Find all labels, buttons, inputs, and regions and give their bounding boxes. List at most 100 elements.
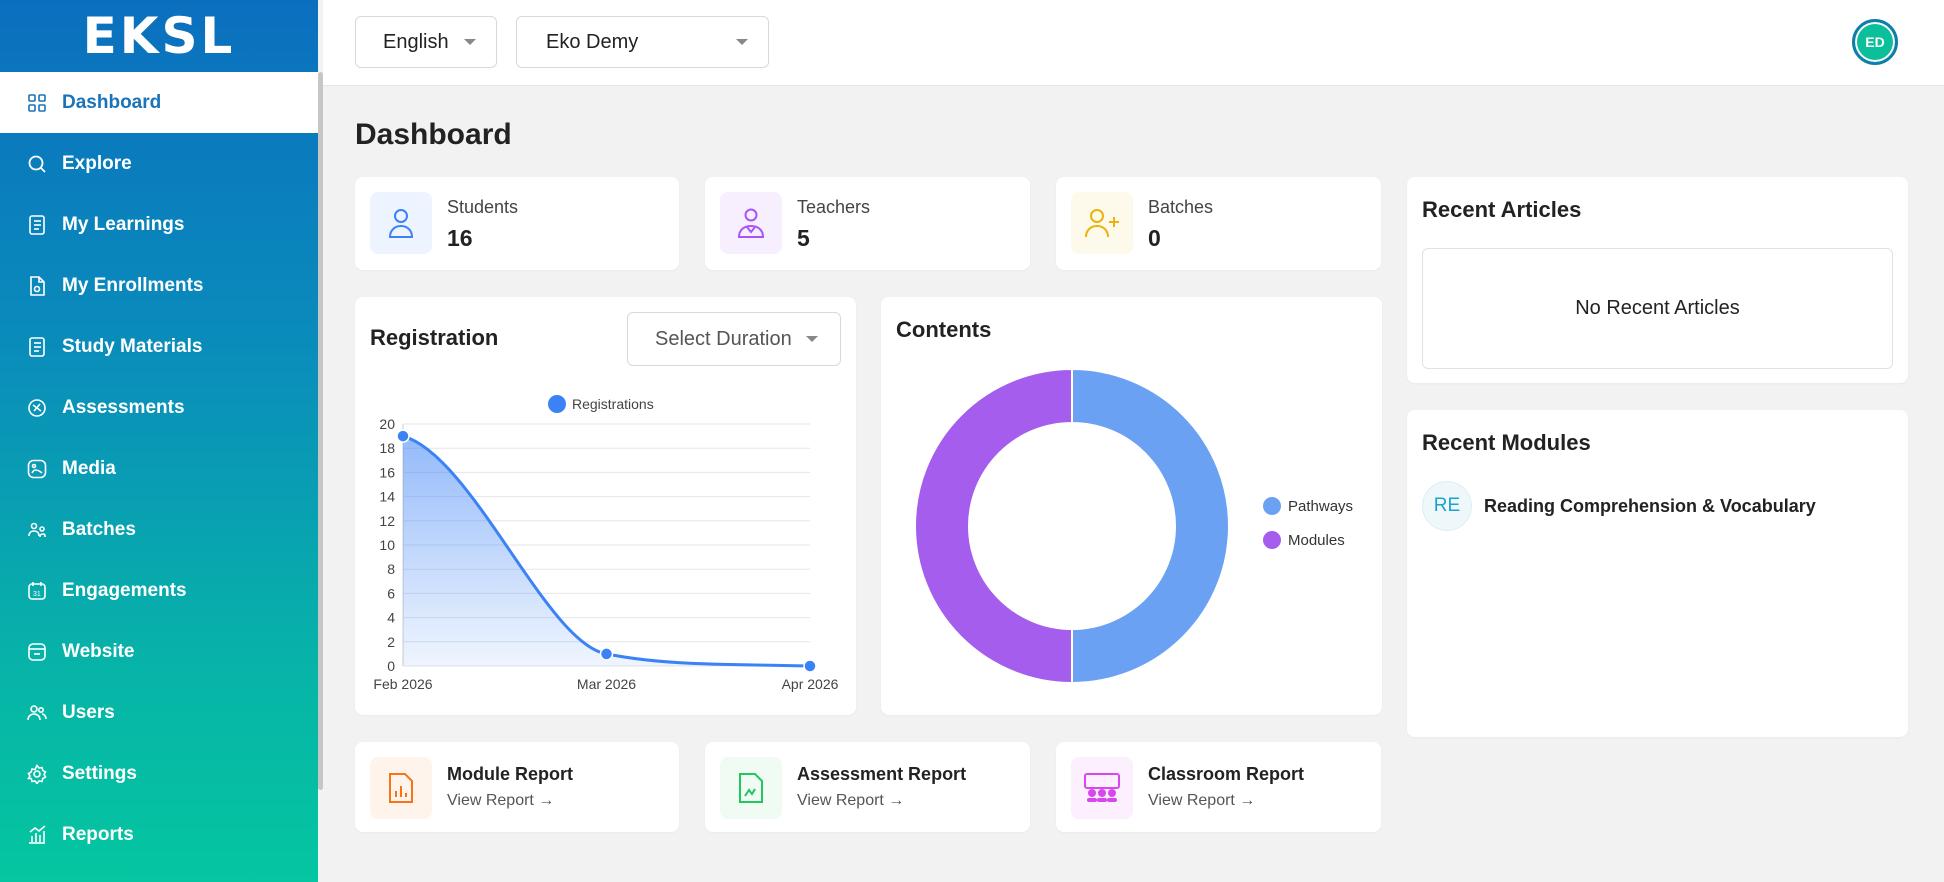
sidebar-item-dashboard[interactable]: Dashboard	[0, 72, 320, 133]
stat-value: 0	[1148, 225, 1161, 251]
book-icon	[26, 336, 48, 358]
report-title: Classroom Report	[1148, 764, 1305, 784]
sidebar-item-explore[interactable]: Explore	[0, 133, 318, 194]
brand-logo[interactable]: EKSL	[82, 7, 236, 65]
area-fill	[403, 436, 810, 666]
sidebar-item-website[interactable]: Website	[0, 621, 318, 682]
search-icon	[26, 153, 48, 175]
recent-modules-title: Recent Modules	[1422, 430, 1591, 455]
assessment-icon	[26, 397, 48, 419]
assessment-report-card[interactable]: Assessment Report View Report →	[705, 742, 1030, 832]
classroom-icon	[1071, 757, 1133, 819]
stat-label: Teachers	[797, 197, 871, 217]
legend-item-modules[interactable]: Modules	[1263, 531, 1345, 549]
sidebar-item-assessments[interactable]: Assessments	[0, 377, 318, 438]
user-icon	[370, 192, 432, 254]
sidebar-scrollbar[interactable]	[318, 72, 323, 790]
y-tick-label: 10	[379, 537, 395, 553]
contents-title: Contents	[896, 317, 992, 342]
y-tick-label: 4	[387, 610, 395, 626]
sidebar-nav: Dashboard Explore My Learnings My Enroll…	[0, 72, 320, 865]
language-select[interactable]: English	[355, 16, 497, 68]
gear-icon	[26, 763, 48, 785]
report-title: Module Report	[447, 764, 573, 784]
legend-label: Pathways	[1288, 497, 1354, 515]
y-tick-label: 6	[387, 585, 395, 601]
donut-slice-pathways[interactable]	[1071, 367, 1230, 685]
series-line-registrations	[402, 434, 811, 668]
stat-value: 16	[447, 225, 473, 251]
file-chart-icon	[720, 757, 782, 819]
legend-item-pathways[interactable]: Pathways	[1263, 497, 1353, 515]
batch-icon	[26, 519, 48, 541]
calendar-icon: 31	[26, 580, 48, 602]
sidebar-item-my-enrollments[interactable]: My Enrollments	[0, 255, 318, 316]
donut-slice-modules[interactable]	[914, 367, 1073, 685]
y-tick-label: 20	[379, 416, 395, 432]
document-icon	[26, 275, 48, 297]
sidebar-item-media[interactable]: Media	[0, 438, 318, 499]
view-report-link[interactable]: View Report →	[447, 792, 555, 809]
sidebar-item-label: Users	[62, 701, 115, 723]
data-point[interactable]	[396, 429, 410, 443]
y-tick-label: 8	[387, 561, 395, 577]
website-icon	[26, 641, 48, 663]
sidebar-item-label: Settings	[62, 762, 137, 784]
sidebar-item-label: Dashboard	[62, 91, 162, 113]
sidebar-item-label: Study Materials	[62, 335, 203, 357]
legend-dot	[1263, 497, 1281, 515]
stat-card-students: Students 16	[355, 177, 679, 270]
x-tick-label: Mar 2026	[577, 676, 636, 692]
sidebar-item-study-materials[interactable]: Study Materials	[0, 316, 318, 377]
list-item[interactable]: RE Reading Comprehension & Vocabulary	[1422, 481, 1816, 531]
sidebar-item-engagements[interactable]: 31 Engagements	[0, 560, 318, 621]
top-bar: English Eko Demy ED	[323, 0, 1944, 86]
stat-label: Batches	[1148, 197, 1214, 217]
grid-icon	[26, 92, 48, 114]
module-report-card[interactable]: Module Report View Report →	[355, 742, 679, 832]
stat-card-teachers: Teachers 5	[705, 177, 1030, 270]
recent-articles-card: Recent Articles No Recent Articles	[1407, 177, 1908, 383]
view-report-link[interactable]: View Report →	[1148, 792, 1256, 809]
page-title: Dashboard	[355, 118, 512, 151]
y-tick-label: 12	[379, 513, 395, 529]
language-value: English	[383, 30, 449, 53]
sidebar-item-settings[interactable]: Settings	[0, 743, 318, 804]
organization-value: Eko Demy	[546, 30, 639, 53]
avatar-initials: ED	[1865, 34, 1885, 50]
organization-select[interactable]: Eko Demy	[516, 16, 769, 68]
sidebar: EKSL Dashboard Explore My Learnings My E…	[0, 0, 320, 882]
legend-label: Modules	[1288, 531, 1345, 549]
empty-state: No Recent Articles	[1422, 248, 1893, 369]
sidebar-item-my-learnings[interactable]: My Learnings	[0, 194, 318, 255]
sidebar-item-label: My Learnings	[62, 213, 185, 235]
duration-placeholder: Select Duration	[655, 327, 792, 350]
data-point[interactable]	[803, 659, 817, 673]
sidebar-item-label: Engagements	[62, 579, 187, 601]
users-icon	[26, 702, 48, 724]
bar-chart-icon	[370, 757, 432, 819]
chevron-down-icon	[806, 336, 818, 342]
module-name: Reading Comprehension & Vocabulary	[1484, 495, 1816, 516]
sidebar-item-label: Reports	[62, 823, 134, 845]
media-icon	[26, 458, 48, 480]
sidebar-item-label: Media	[62, 457, 116, 479]
sidebar-item-label: Assessments	[62, 396, 185, 418]
module-badge: RE	[1422, 481, 1472, 531]
sidebar-item-users[interactable]: Users	[0, 682, 318, 743]
sidebar-item-reports[interactable]: Reports	[0, 804, 318, 865]
sidebar-item-label: My Enrollments	[62, 274, 204, 296]
classroom-report-card[interactable]: Classroom Report View Report →	[1056, 742, 1381, 832]
sidebar-item-label: Batches	[62, 518, 136, 540]
view-report-link[interactable]: View Report →	[797, 792, 905, 809]
contents-chart	[914, 367, 1230, 685]
avatar[interactable]: ED	[1852, 19, 1898, 65]
report-title: Assessment Report	[797, 764, 967, 784]
y-tick-label: 0	[387, 658, 395, 674]
duration-select[interactable]: Select Duration	[627, 312, 841, 366]
legend-label[interactable]: Registrations	[572, 396, 654, 412]
data-point[interactable]	[599, 647, 614, 661]
sidebar-item-batches[interactable]: Batches	[0, 499, 318, 560]
stat-label: Students	[447, 197, 519, 217]
registration-chart: 0 2 4 6 8 10 12 14 16 18 20 Feb 2026 Mar 2026 Apr 202…	[373, 395, 839, 692]
